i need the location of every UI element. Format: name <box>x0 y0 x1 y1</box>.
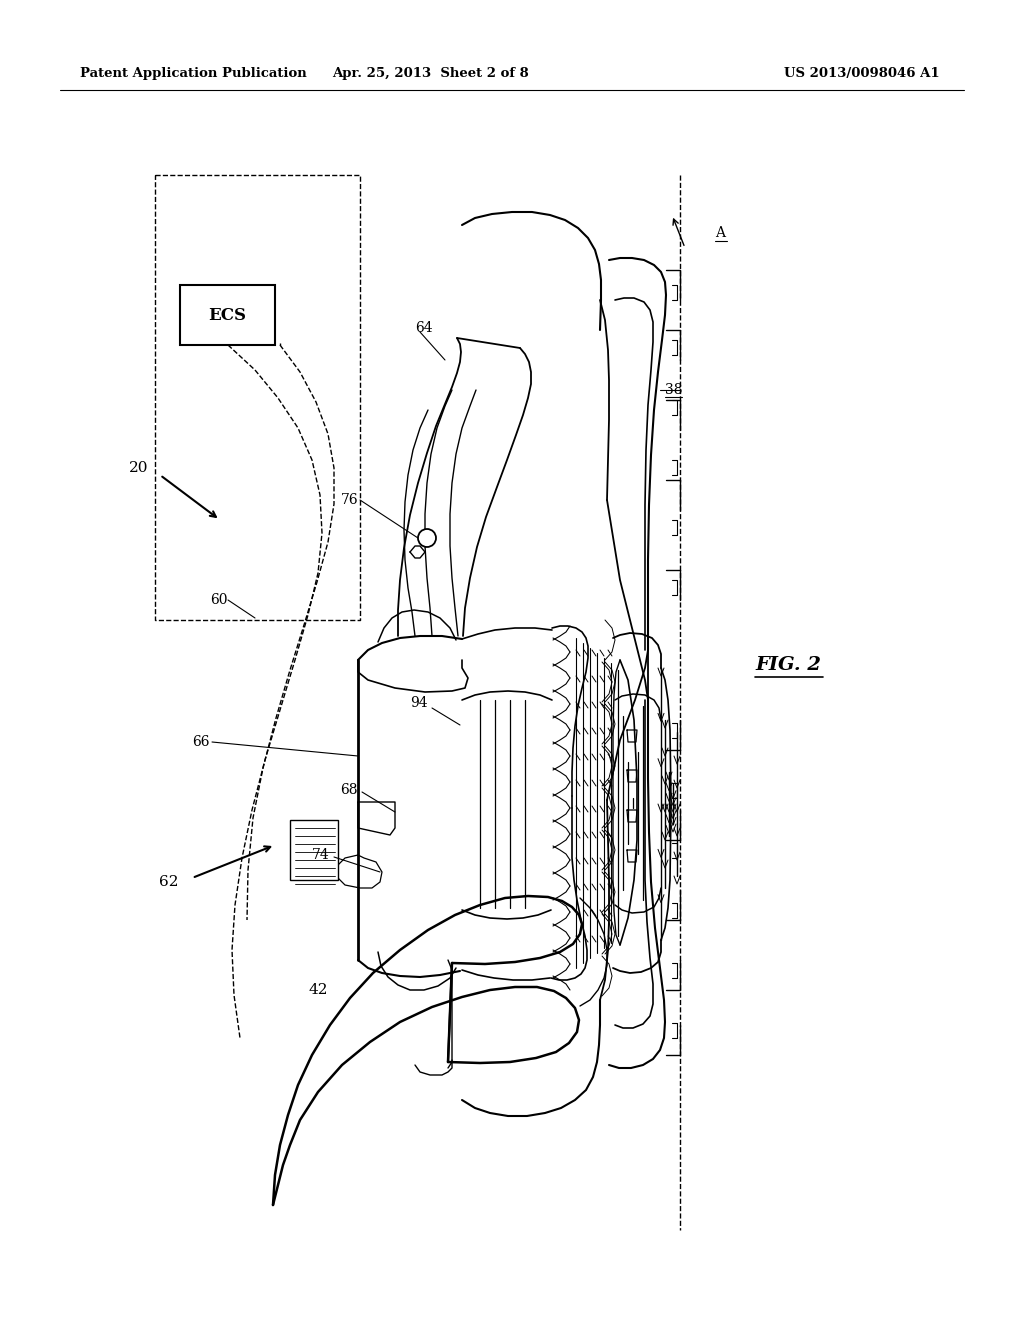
Bar <box>180 285 275 345</box>
Text: 20: 20 <box>128 461 148 475</box>
Text: 74: 74 <box>312 847 330 862</box>
Text: 64: 64 <box>415 321 432 335</box>
Text: 38: 38 <box>665 383 683 397</box>
Text: 76: 76 <box>340 492 358 507</box>
Circle shape <box>418 529 436 546</box>
Text: 62: 62 <box>159 875 178 888</box>
Text: 42: 42 <box>308 983 328 997</box>
Text: ECS: ECS <box>209 306 247 323</box>
Text: 68: 68 <box>341 783 358 797</box>
Text: US 2013/0098046 A1: US 2013/0098046 A1 <box>784 66 940 79</box>
Text: FIG. 2: FIG. 2 <box>755 656 821 675</box>
Text: 60: 60 <box>211 593 228 607</box>
Text: Apr. 25, 2013  Sheet 2 of 8: Apr. 25, 2013 Sheet 2 of 8 <box>332 66 528 79</box>
Text: 66: 66 <box>193 735 210 748</box>
Text: 94: 94 <box>411 696 428 710</box>
Text: Patent Application Publication: Patent Application Publication <box>80 66 307 79</box>
Bar <box>290 820 338 880</box>
Text: A: A <box>715 226 725 240</box>
